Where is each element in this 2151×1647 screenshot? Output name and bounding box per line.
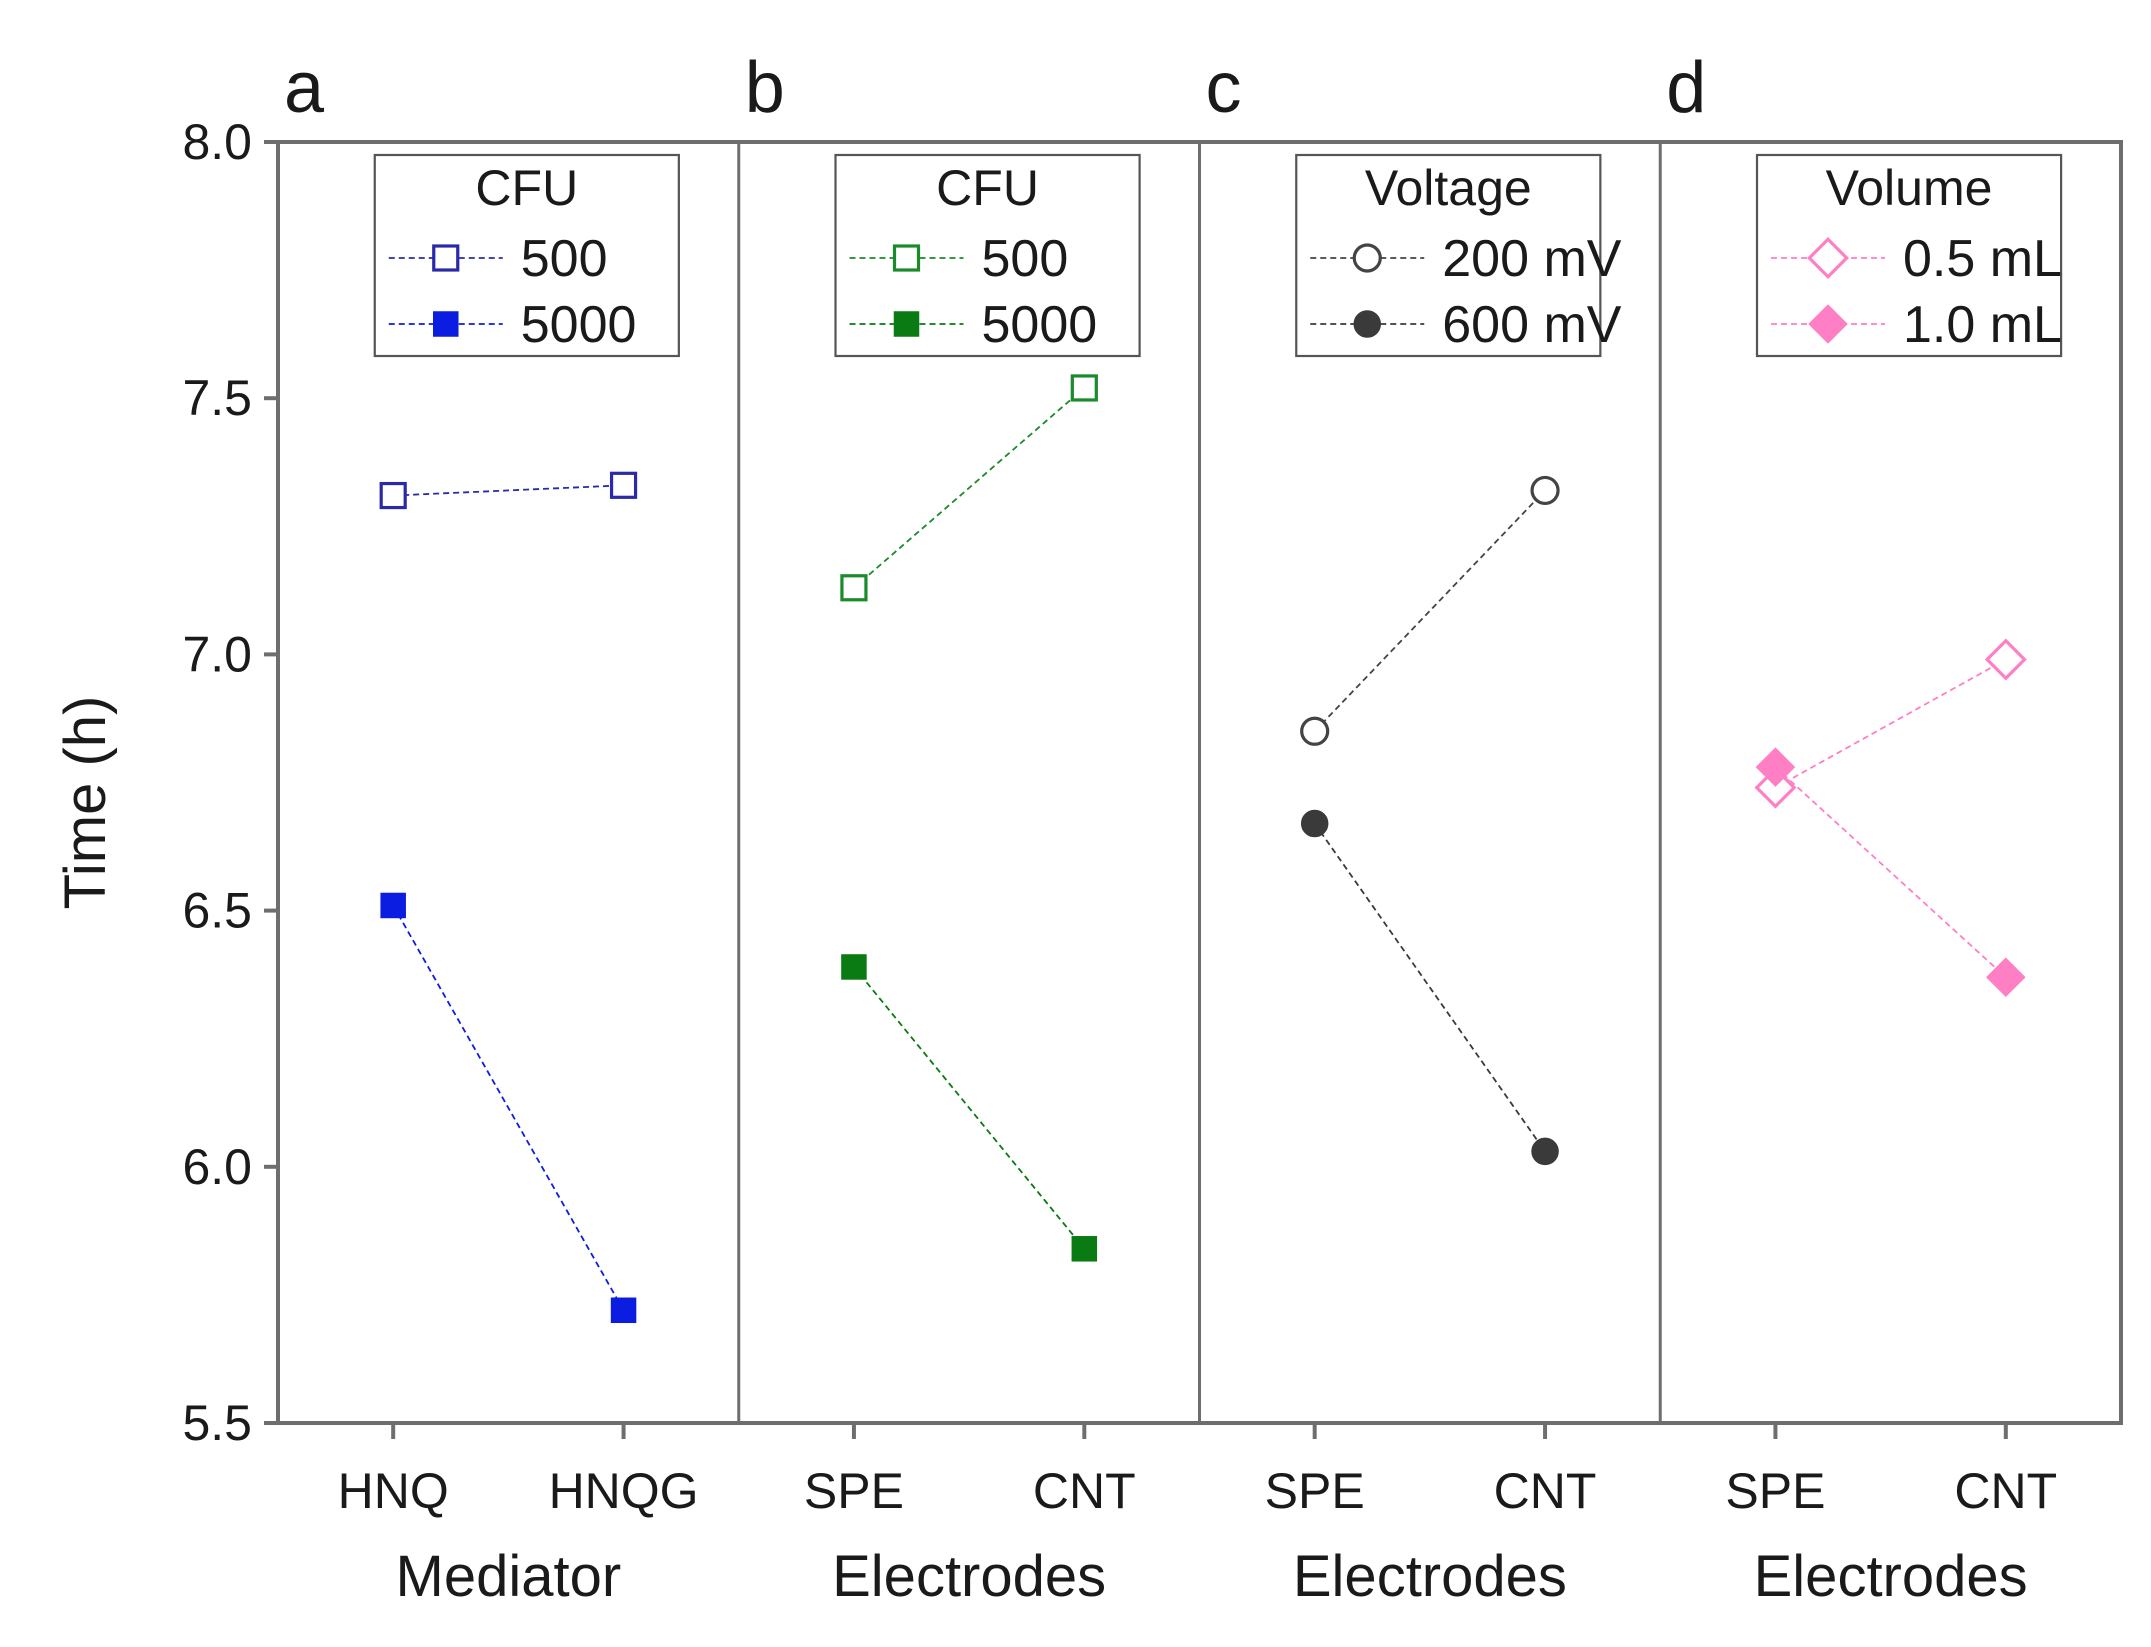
legend-box: [1755, 153, 2063, 358]
data-point-c-1-1: [1300, 716, 1330, 746]
panel-letter-a: a: [284, 48, 325, 128]
series-line: [853, 966, 1086, 1250]
data-point-a-2-1: [380, 892, 406, 919]
x-tick-label: SPE: [804, 1463, 904, 1519]
legends-layer: CFU 500 5000 CFU 500 5000 Voltage 200 mV 600 mV V…: [373, 153, 2063, 358]
series-line: [393, 484, 624, 497]
x-tick-label: SPE: [1265, 1463, 1365, 1519]
y-tick-label: 8.0: [182, 114, 252, 170]
legend-label: 0.5 mL: [1903, 230, 2062, 288]
legend-box: [834, 153, 1141, 358]
data-point-a-1-2: [609, 471, 638, 499]
x-axis-title: Electrodes: [1293, 1544, 1567, 1609]
plot-frame-layer: [276, 140, 2123, 1425]
legend-marker: [433, 311, 459, 337]
data-point-b-1-1: [840, 574, 868, 602]
data-point-b-2-2: [1071, 1236, 1098, 1262]
legend-title: CFU: [475, 160, 578, 216]
data-point-c-1-2: [1530, 475, 1560, 506]
labels-layer: a b c d: [284, 48, 1706, 128]
x-axis-title: Mediator: [396, 1544, 622, 1609]
x-tick-label: CNT: [1954, 1463, 2057, 1519]
data-point-d-1-1: [1754, 766, 1797, 809]
legend-label: 600 mV: [1442, 296, 1622, 354]
data-point-d-2-2: [1986, 957, 2026, 997]
legend-label: 500: [982, 230, 1069, 288]
legend-marker: [1808, 304, 1848, 344]
series-line: [1774, 766, 2007, 978]
legend-marker: [432, 244, 460, 272]
legend-box: [373, 153, 680, 358]
data-point-b-1-2: [1070, 374, 1098, 402]
legend-marker: [893, 311, 920, 337]
legend-label: 200 mV: [1442, 230, 1622, 288]
legend-title: CFU: [936, 160, 1039, 216]
legend-marker: [1353, 310, 1382, 338]
axes-layer: 5.5 6.0 6.5 7.0 7.5 8.0 Time (h) HNQ HNQG Mediato…: [53, 114, 2057, 1609]
data-point-a-1-1: [379, 481, 407, 510]
panel-letter-d: d: [1666, 48, 1706, 128]
y-tick-label: 7.0: [182, 626, 252, 682]
legend-label: 1.0 mL: [1903, 296, 2062, 354]
x-axis-title: Electrodes: [832, 1544, 1106, 1609]
x-tick-label: CNT: [1033, 1463, 1136, 1519]
legend-title: Voltage: [1365, 160, 1532, 216]
panel-letter-c: c: [1206, 48, 1242, 128]
series-line: [392, 905, 625, 1311]
series-line: [1313, 822, 1546, 1152]
data-point-a-2-2: [610, 1297, 637, 1324]
x-tick-label: SPE: [1725, 1463, 1825, 1519]
legend-title: Volume: [1826, 160, 1993, 216]
legend-label: 5000: [982, 296, 1098, 354]
x-tick-label: HNQG: [549, 1463, 699, 1519]
x-axis-title: Electrodes: [1754, 1544, 2028, 1609]
legend-label: 5000: [521, 296, 637, 354]
y-tick-label: 7.5: [182, 370, 252, 426]
x-tick-label: CNT: [1494, 1463, 1597, 1519]
legend-marker: [1352, 243, 1382, 273]
data-point-d-1-2: [1984, 638, 2027, 681]
data-point-b-2-1: [841, 954, 867, 980]
panel-letter-b: b: [745, 48, 785, 128]
legend-box: [1295, 153, 1602, 358]
x-tick-label: HNQ: [338, 1463, 449, 1519]
legend-label: 500: [521, 230, 608, 288]
data-point-d-2-1: [1755, 747, 1796, 787]
series-line: [1314, 489, 1546, 732]
y-tick-label: 6.5: [182, 883, 252, 939]
data-point-c-2-1: [1300, 809, 1329, 838]
legend-marker: [1807, 237, 1849, 279]
series-line: [1775, 658, 2007, 789]
y-axis-title: Time (h): [53, 696, 118, 910]
series-layer: [379, 374, 2027, 1324]
y-tick-label: 5.5: [182, 1395, 252, 1451]
legend-marker: [892, 244, 921, 272]
data-point-c-2-2: [1531, 1137, 1559, 1166]
series-line: [853, 387, 1085, 589]
y-tick-label: 6.0: [182, 1139, 252, 1195]
